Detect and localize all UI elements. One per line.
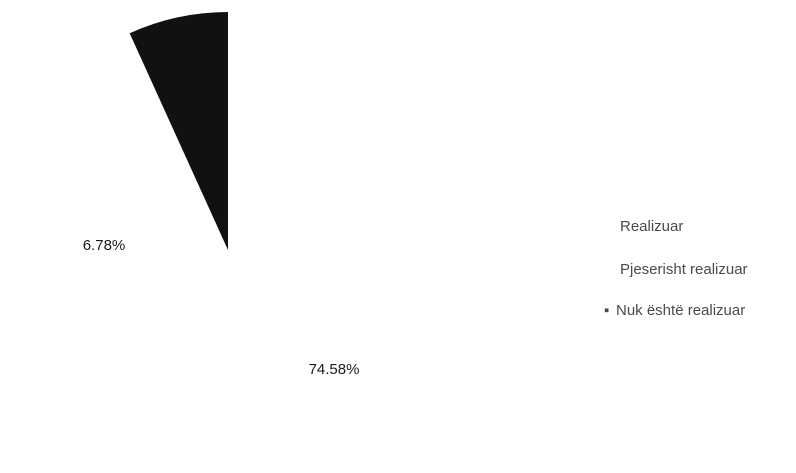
legend-label-realizuar: Realizuar bbox=[620, 218, 683, 235]
pie-slice-realizuar bbox=[0, 12, 466, 473]
legend-marker-nuk-eshte-realizuar-icon: ▪ bbox=[604, 302, 609, 319]
legend-label-nuk-eshte-realizuar: Nuk është realizuar bbox=[616, 302, 745, 319]
slice-label-realizuar: 74.58% bbox=[309, 361, 360, 378]
pie-slice-pjeserisht-realizuar bbox=[0, 33, 228, 257]
pie-slices bbox=[0, 12, 466, 473]
legend: Realizuar Pjeserisht realizuar ▪ Nuk ësh… bbox=[604, 218, 748, 319]
slice-label-nuk-eshte-realizuar: 6.78% bbox=[83, 237, 126, 254]
pie-slice-nuk-eshte-realizuar bbox=[129, 12, 228, 250]
legend-label-pjeserisht-realizuar: Pjeserisht realizuar bbox=[620, 261, 748, 278]
